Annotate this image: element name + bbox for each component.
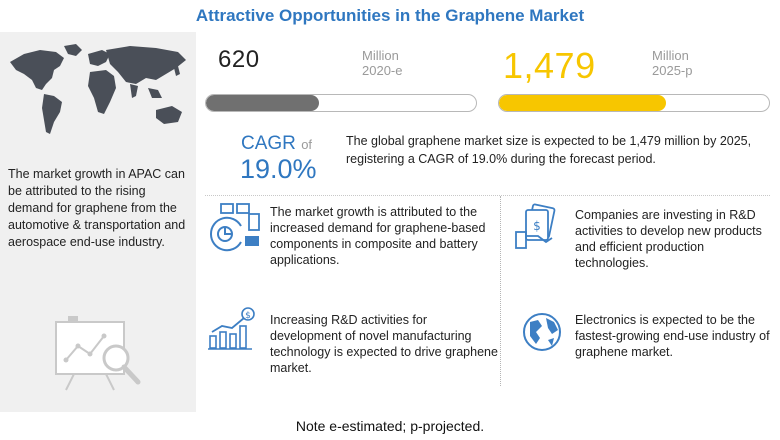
svg-text:$: $ xyxy=(245,311,251,321)
bar-2020-fill xyxy=(206,95,320,111)
item-rd-activities-text: Increasing R&D activities for developmen… xyxy=(270,313,498,375)
globe-icon xyxy=(523,313,561,351)
page-title: Attractive Opportunities in the Graphene… xyxy=(195,6,585,25)
value-2025: 1,479 xyxy=(503,45,596,86)
item-rd-investment-text: Companies are investing in R&D activitie… xyxy=(575,208,762,270)
unit-2025: Million 2025-p xyxy=(652,48,693,78)
item-electronics-text: Electronics is expected to be the fastes… xyxy=(575,313,770,359)
apac-growth-text: The market growth in APAC can be attribu… xyxy=(8,167,186,249)
cagr-value: 19.0% xyxy=(240,154,317,184)
composite-battery-icon xyxy=(209,203,260,252)
unit-2020: Million 2020-e xyxy=(362,48,403,78)
rising-bars-icon: $ xyxy=(208,307,255,350)
market-summary: The global graphene market size is expec… xyxy=(346,134,752,166)
bar-2020 xyxy=(205,94,477,112)
world-map-icon xyxy=(10,44,186,134)
divider xyxy=(205,195,770,196)
footnote: Note e-estimated; p-projected. xyxy=(295,418,485,434)
left-panel: The market growth in APAC can be attribu… xyxy=(0,32,196,412)
cagr-label: CAGR of xyxy=(241,133,313,154)
item-composite-battery-text: The market growth is attributed to the i… xyxy=(270,205,486,267)
money-hand-icon: $ xyxy=(515,203,556,249)
svg-text:$: $ xyxy=(533,219,541,233)
bar-2025-fill xyxy=(499,95,667,111)
bar-2025 xyxy=(498,94,770,112)
column-divider xyxy=(500,196,501,386)
value-2020: 620 xyxy=(218,46,260,73)
chart-magnifier-icon xyxy=(55,316,141,391)
